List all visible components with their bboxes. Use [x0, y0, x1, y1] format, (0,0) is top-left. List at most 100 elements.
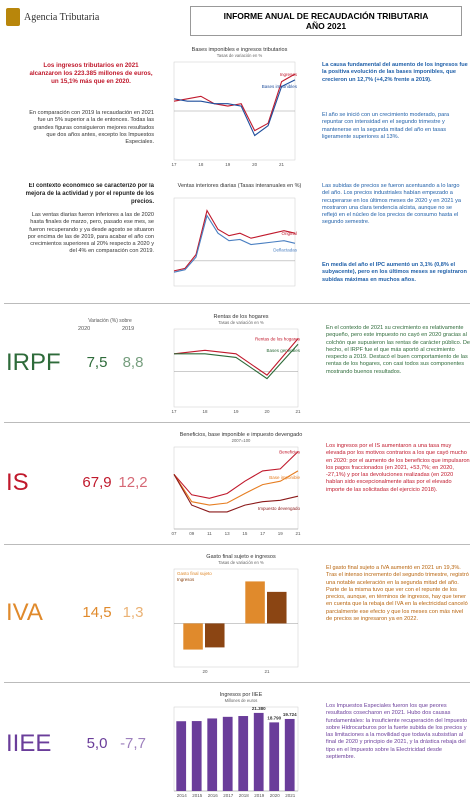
- logo-emblem: [6, 8, 20, 26]
- tax-v2020: 67,9: [82, 474, 112, 491]
- tax-name: IRPF: [6, 349, 61, 376]
- chart-title: Rentas de los hogares: [213, 314, 268, 320]
- chart-title: Ventas interiores diarias (Tasas interan…: [178, 183, 302, 189]
- series-line: [173, 73, 296, 132]
- series-label: Base imponible: [269, 475, 300, 480]
- x-tick-label: 2017: [223, 793, 234, 798]
- bar: [222, 716, 233, 791]
- x-tick-label: 2014: [177, 793, 188, 798]
- tax-text: El gasto final sujeto a IVA aumentó en 2…: [326, 565, 469, 622]
- bar: [253, 712, 264, 791]
- x-tick-label: 20: [252, 162, 258, 167]
- x-tick-label: 17: [171, 409, 177, 414]
- x-tick-label: 09: [189, 531, 195, 536]
- x-tick-label: 21: [295, 409, 301, 414]
- series-line: [173, 214, 296, 273]
- chart: Bases imponibles e ingresos tributariosT…: [171, 47, 298, 167]
- subtitle: AÑO 2021: [305, 21, 347, 31]
- x-tick-label: 2019: [254, 793, 265, 798]
- x-tick-label: 19: [278, 531, 284, 536]
- bar: [269, 722, 280, 791]
- bar: [207, 718, 218, 791]
- divider: [4, 544, 470, 545]
- series-line: [173, 338, 299, 376]
- intro-left-3: Las ventas diarias fueron inferiores a l…: [27, 212, 154, 255]
- intro-right-1: El año se inició con un crecimiento mode…: [322, 112, 450, 140]
- series-label: Impuesto devengado: [258, 506, 301, 511]
- intro-right-2: Las subidas de precios se fueron acentua…: [322, 183, 461, 226]
- chart-subtitle: Tasas de variación en %: [218, 560, 264, 565]
- legend-label: Gasto final sujeto: [177, 571, 212, 576]
- intro-right-0: La causa fundamental del aumento de los …: [322, 62, 468, 83]
- col-2020: 2020: [78, 326, 91, 332]
- x-tick-label: 21: [264, 669, 270, 674]
- intro-left-0: Los ingresos tributarios en 2021 alcanza…: [29, 62, 153, 86]
- bar: [191, 721, 202, 791]
- chart-title: Beneficios, base imponible e impuesto de…: [180, 432, 303, 438]
- x-tick-label: 2015: [192, 793, 203, 798]
- x-tick-label: 13: [225, 531, 231, 536]
- title-box: INFORME ANUAL DE RECAUDACIÓN TRIBUTARIA …: [190, 6, 462, 36]
- x-tick-label: 07: [171, 531, 177, 536]
- series-label: Ingresos: [280, 72, 298, 77]
- x-tick-label: 11: [207, 531, 212, 536]
- series-label: Original: [281, 231, 297, 236]
- chart-subtitle: Tasas de variación en %: [218, 320, 264, 325]
- x-tick-label: 2021: [285, 793, 296, 798]
- col-2019: 2019: [122, 326, 135, 332]
- series-line: [173, 451, 299, 499]
- x-tick-label: 18: [198, 162, 204, 167]
- series-line: [173, 474, 299, 513]
- bar: [183, 623, 203, 650]
- tax-v2019: 1,3: [122, 604, 144, 621]
- value-label: 21.380: [252, 706, 266, 711]
- series-line: [174, 343, 299, 380]
- chart-subtitle: 2007=100: [232, 438, 251, 443]
- bar: [205, 623, 225, 648]
- intro-right-3: En media del año el IPC aumentó un 3,1% …: [322, 262, 467, 283]
- tax-name: IS: [6, 469, 29, 496]
- tax-v2019: 12,2: [118, 474, 148, 491]
- value-label: 18.790: [267, 715, 281, 720]
- logo-text: Agencia Tributaria: [24, 12, 100, 23]
- chart-title: Gasto final sujeto e ingresos: [206, 554, 276, 560]
- series-label: Bases generales: [266, 348, 300, 353]
- table-header: Variación (%) sobre: [88, 318, 132, 324]
- tax-name: IIEE: [6, 730, 52, 757]
- tax-v2020: 7,5: [86, 354, 108, 371]
- tax-text: En el contexto de 2021 su crecimiento es…: [326, 325, 470, 375]
- bar: [245, 581, 265, 624]
- value-label: 19.724: [283, 712, 297, 717]
- chart: Ventas interiores diarias (Tasas interan…: [173, 183, 302, 287]
- chart-subtitle: Tasas de variación en %: [217, 53, 263, 58]
- x-tick-label: 21: [295, 531, 301, 536]
- x-tick-label: 19: [233, 409, 239, 414]
- x-tick-label: 2020: [270, 793, 281, 798]
- chart-subtitle: Millones de euros: [225, 698, 258, 703]
- x-tick-label: 17: [260, 531, 266, 536]
- x-tick-label: 19: [225, 162, 231, 167]
- x-tick-label: 21: [279, 162, 285, 167]
- title: INFORME ANUAL DE RECAUDACIÓN TRIBUTARIA: [223, 11, 429, 21]
- chart: Beneficios, base imponible e impuesto de…: [171, 432, 303, 536]
- bar: [238, 716, 249, 791]
- series-line: [173, 79, 296, 137]
- legend-label: Ingresos: [177, 577, 195, 582]
- series-line: [173, 209, 296, 272]
- x-tick-label: 20: [202, 669, 208, 674]
- divider: [4, 303, 470, 304]
- series-label: Bases imponibles: [262, 84, 298, 89]
- tax-v2019: 8,8: [122, 354, 144, 371]
- series-label: Beneficios: [279, 450, 301, 455]
- x-tick-label: 2016: [208, 793, 219, 798]
- tax-v2019: -7,7: [120, 735, 146, 752]
- x-tick-label: 20: [264, 409, 270, 414]
- divider: [4, 422, 470, 423]
- series-label: Rentas de los hogares: [255, 337, 301, 342]
- series-label: Deflactadas: [273, 247, 298, 252]
- x-tick-label: 2018: [239, 793, 250, 798]
- tax-text: Los Impuestos Especiales fueron los que …: [326, 703, 468, 760]
